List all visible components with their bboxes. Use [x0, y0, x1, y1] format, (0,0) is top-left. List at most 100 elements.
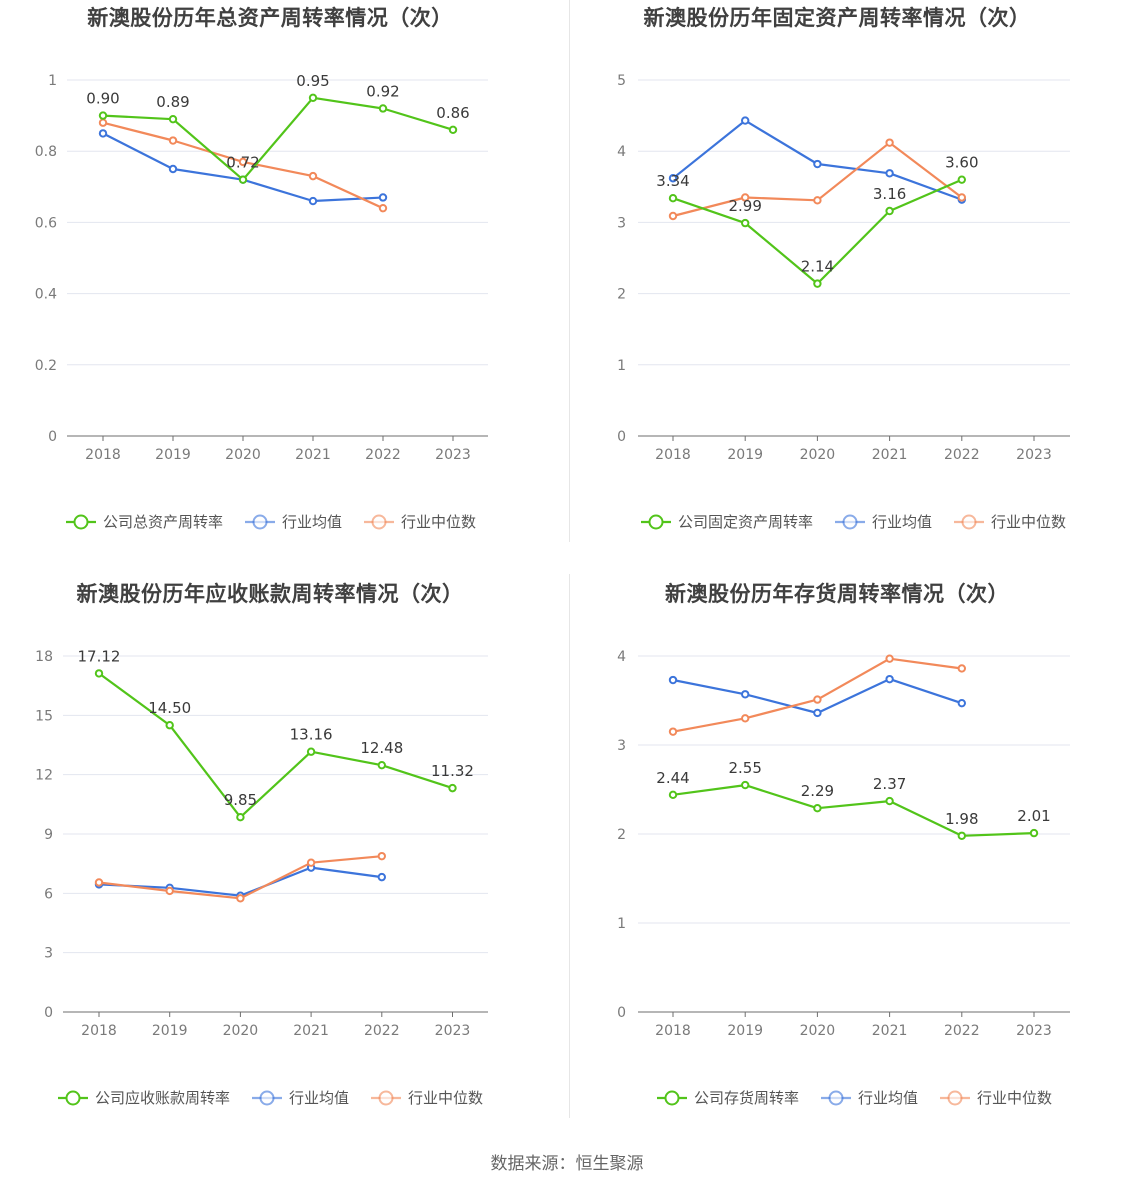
x-tick-label: 2021: [872, 1023, 908, 1039]
legend-marker: [371, 514, 387, 530]
x-tick-label: 2022: [364, 1023, 400, 1039]
data-label: 1.98: [945, 810, 978, 828]
y-tick-label: 1: [617, 358, 626, 374]
data-point: [238, 157, 248, 167]
legend-label: 行业均值: [289, 1089, 349, 1107]
data-point: [448, 783, 457, 793]
chart-title: 新澳股份历年存货周转率情况（次）: [665, 582, 1009, 606]
x-tick-label: 2018: [81, 1023, 117, 1039]
y-tick-label: 1: [48, 73, 57, 89]
data-label: 0.86: [436, 104, 469, 122]
data-point: [236, 894, 245, 903]
data-point: [378, 193, 388, 202]
legend-label: 行业均值: [872, 513, 932, 531]
data-label: 11.32: [431, 762, 474, 780]
data-label: 2.01: [1017, 807, 1050, 825]
data-point: [885, 674, 894, 684]
data-label: 2.55: [728, 759, 761, 777]
y-tick-label: 4: [617, 144, 626, 160]
legend-label: 行业中位数: [991, 513, 1066, 531]
data-point: [813, 803, 822, 813]
data-point: [668, 675, 678, 685]
data-label: 17.12: [78, 647, 121, 665]
data-point: [957, 193, 966, 202]
data-point: [165, 721, 174, 730]
chart-panel-total-asset-turnover: 新澳股份历年总资产周转率情况（次） 0 0.2 0.4 0.6 0.8 1 2018 2019…: [0, 0, 567, 576]
x-tick-label: 2018: [655, 447, 691, 463]
data-point: [741, 714, 750, 723]
data-label: 2.44: [656, 769, 689, 787]
y-tick-label: 0: [44, 1005, 53, 1021]
data-point: [668, 174, 678, 183]
data-point: [813, 695, 822, 704]
y-tick-label: 0: [617, 1005, 626, 1021]
data-label: 2.29: [801, 782, 834, 800]
data-point: [306, 747, 316, 756]
x-tick-label: 2019: [152, 1023, 188, 1039]
data-source-note: 数据来源：恒生聚源: [490, 1154, 644, 1174]
data-point: [448, 125, 458, 135]
data-label: 3.16: [873, 185, 906, 203]
chart-panel-inventory-turnover: 新澳股份历年存货周转率情况（次） 0 1 2 3 4 2018 2019 2020 2021 20…: [567, 576, 1134, 1152]
legend-label: 公司固定资产周转率: [678, 513, 813, 531]
data-point: [813, 159, 822, 169]
legend-label: 公司总资产周转率: [103, 513, 223, 531]
y-tick-label: 0.2: [35, 358, 57, 374]
x-tick-label: 2020: [800, 447, 836, 463]
legend-label: 行业中位数: [977, 1089, 1052, 1107]
legend-marker: [842, 514, 858, 530]
legend: 公司存货周转率 行业均值 行业中位数: [657, 1089, 1052, 1107]
x-tick-label: 2023: [435, 447, 471, 463]
x-tick-label: 2022: [944, 447, 980, 463]
x-tick-label: 2019: [727, 1023, 763, 1039]
data-point: [668, 211, 678, 221]
y-tick-label: 0.8: [35, 144, 57, 160]
panel-divider-top: [569, 0, 570, 542]
data-label: 9.85: [224, 791, 257, 809]
y-tick-label: 4: [617, 649, 626, 665]
data-label: 0.89: [156, 93, 189, 111]
series-line: [102, 96, 454, 181]
y-tick-label: 5: [617, 73, 626, 89]
x-tick-label: 2023: [1016, 1023, 1052, 1039]
data-point: [98, 111, 108, 120]
x-tick-label: 2018: [655, 1023, 691, 1039]
data-point: [98, 118, 108, 127]
x-tick-label: 2020: [223, 1023, 259, 1039]
y-tick-label: 6: [44, 886, 53, 902]
legend-marker: [73, 514, 89, 530]
legend-marker: [828, 1090, 844, 1106]
data-label: 0.90: [86, 90, 119, 108]
legend: 公司固定资产周转率 行业均值 行业中位数: [641, 513, 1066, 531]
line-chart-svg: 0 1 2 3 4 2018 2019 2020 2021 2022 2023 2.44 2.55 2.2…: [617, 649, 1070, 1107]
series-line: [672, 141, 963, 218]
line-chart-svg: 0 0.2 0.4 0.6 0.8 1 2018 2019 2020 2021 2022 2023 0.…: [35, 72, 488, 531]
data-point: [236, 812, 245, 822]
data-point: [885, 654, 894, 663]
y-tick-label: 1: [617, 916, 626, 932]
chart-panel-fixed-asset-turnover: 新澳股份历年固定资产周转率情况（次） 0 1 2 3 4 5 2018 2019 2020 202…: [567, 0, 1134, 576]
data-point: [668, 193, 678, 203]
line-chart-svg: 0 3 6 9 12 15 18 2018 2019 2020 2021 2022 2023 17.12 1…: [35, 647, 488, 1107]
data-point: [308, 171, 318, 181]
data-label: 3.60: [945, 154, 978, 172]
legend: 公司应收账款周转率 行业均值 行业中位数: [58, 1089, 483, 1107]
y-tick-label: 0.4: [35, 287, 57, 303]
legend-label: 行业均值: [282, 513, 342, 531]
legend-marker: [65, 1090, 81, 1106]
data-point: [885, 206, 894, 216]
chart-panel-receivables-turnover: 新澳股份历年应收账款周转率情况（次） 0 3 6 9 12 15 18 2018 2019 202…: [0, 576, 567, 1152]
data-point: [377, 760, 386, 770]
legend-marker: [664, 1090, 680, 1106]
x-tick-label: 2022: [365, 447, 401, 463]
data-point: [813, 279, 822, 288]
data-point: [94, 878, 104, 887]
data-point: [165, 886, 174, 896]
data-point: [668, 790, 678, 800]
y-tick-label: 3: [617, 738, 626, 754]
data-point: [813, 708, 822, 718]
series-line: [98, 866, 382, 897]
data-point: [668, 727, 678, 736]
data-point: [306, 858, 316, 867]
legend: 公司总资产周转率 行业均值 行业中位数: [66, 513, 476, 531]
